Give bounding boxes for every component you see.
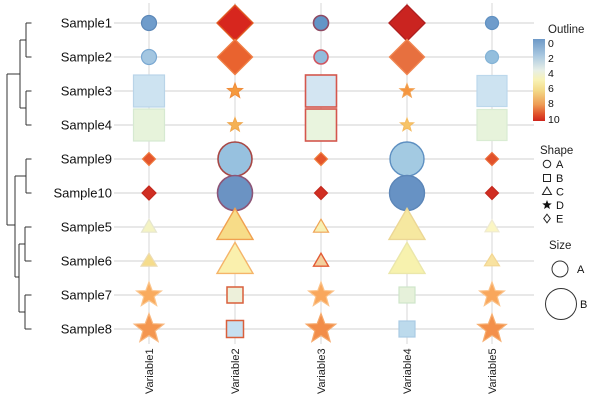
row-label: Sample10: [53, 186, 112, 201]
column-axis: Variable1 Variable2 Variable3 Variable4 …: [144, 348, 499, 394]
cell-shape: [398, 82, 416, 99]
cell-shape: [484, 15, 500, 31]
column-label: Variable3: [316, 348, 328, 394]
row-label: Sample4: [61, 118, 112, 133]
cell-shape: [304, 74, 338, 108]
cell-shapes: [132, 4, 508, 343]
cell-shape: [476, 108, 508, 142]
square-glyph-icon: [543, 174, 551, 182]
cell-shape: [484, 49, 500, 65]
cell-shape: [478, 280, 506, 307]
row-label: Sample5: [61, 220, 112, 235]
cell-shape: [388, 38, 426, 76]
column-label: Variable2: [230, 348, 242, 394]
colorbar-tick: 4: [548, 68, 554, 80]
colorbar-tick: 6: [548, 83, 554, 95]
cell-shape: [312, 14, 330, 32]
cell-shape: [304, 108, 338, 142]
cell-shape: [476, 74, 508, 108]
cell-shape: [484, 185, 500, 201]
diamond-glyph-icon: [543, 213, 551, 224]
row-label: Sample2: [61, 50, 112, 65]
cell-shape: [215, 207, 255, 241]
cell-shape: [313, 151, 329, 167]
cell-shape: [216, 38, 254, 76]
cell-shape: [226, 81, 244, 99]
row-label: Sample3: [61, 84, 112, 99]
circle-glyph-icon: [542, 159, 552, 169]
row-label: Sample1: [61, 16, 112, 31]
size-legend-title: Size: [549, 240, 571, 252]
cell-shape: [313, 49, 329, 65]
outline-colorbar: [533, 39, 545, 121]
cell-shape: [141, 185, 157, 201]
triangle-glyph-icon: [541, 186, 553, 195]
cell-shape: [312, 217, 330, 233]
cell-shape: [398, 286, 416, 304]
cell-shape: [132, 74, 166, 108]
cell-shape: [484, 151, 500, 167]
column-label: Variable4: [402, 348, 414, 394]
row-axis: Sample1 Sample2 Sample3 Sample4 Sample9 …: [53, 16, 112, 337]
cell-shape: [141, 151, 157, 167]
cell-shape: [140, 48, 158, 66]
colorbar-tick: 2: [548, 53, 554, 65]
cell-shape: [387, 207, 427, 241]
cell-shape: [387, 241, 427, 275]
size-glyph-icon: [545, 288, 577, 320]
cell-shape: [140, 217, 158, 233]
colorbar-tick: 10: [548, 114, 560, 126]
cell-shape: [132, 108, 166, 142]
cell-shape: [476, 312, 508, 343]
row-label: Sample8: [61, 322, 112, 337]
cell-shape: [389, 141, 425, 177]
shape-legend-label: E: [556, 214, 563, 226]
shape-legend-label: B: [556, 173, 563, 185]
row-label: Sample7: [61, 288, 112, 303]
cell-shape: [307, 280, 335, 307]
column-label: Variable5: [487, 348, 499, 394]
colorbar-tick: 8: [548, 98, 554, 110]
size-legend-label: A: [577, 264, 585, 276]
cell-shape: [483, 252, 501, 267]
cell-shape: [216, 4, 254, 42]
cell-shape: [312, 251, 330, 267]
shape-legend-label: A: [556, 159, 564, 171]
cell-shape: [139, 252, 159, 267]
colorbar-tick: 0: [548, 38, 554, 50]
row-label: Sample9: [61, 152, 112, 167]
cell-shape: [216, 174, 254, 212]
cell-shape: [388, 4, 426, 42]
row-label: Sample6: [61, 254, 112, 269]
cell-shape: [398, 116, 416, 132]
cell-shape: [217, 141, 253, 177]
cell-shape: [483, 218, 501, 233]
shape-legend-label: C: [556, 187, 564, 199]
shape-legend-glyphs: [541, 159, 553, 224]
star-glyph-icon: [542, 200, 552, 210]
outline-legend-title: Outline: [548, 24, 584, 36]
size-legend-glyphs: [545, 260, 577, 320]
cell-shape: [132, 311, 166, 343]
cell-shape: [225, 319, 245, 339]
shape-legend-title: Shape: [540, 145, 573, 157]
cell-shape: [313, 185, 329, 201]
cell-shape: [226, 286, 244, 304]
column-label: Variable1: [144, 348, 156, 394]
cell-shape: [226, 116, 244, 133]
size-glyph-icon: [551, 260, 569, 278]
cell-shape: [135, 280, 163, 307]
legend-panel: Outline 0 2 4 6 8 10 Shape A B C D E Siz…: [533, 24, 587, 320]
shape-legend-label: D: [556, 200, 564, 212]
cell-shape: [140, 14, 158, 32]
cell-shape: [215, 241, 255, 275]
row-dendrogram: [6, 22, 32, 330]
size-legend-label: B: [580, 299, 587, 311]
cell-shape: [398, 320, 416, 338]
cell-shape: [388, 174, 426, 212]
cell-shape: [304, 311, 338, 343]
